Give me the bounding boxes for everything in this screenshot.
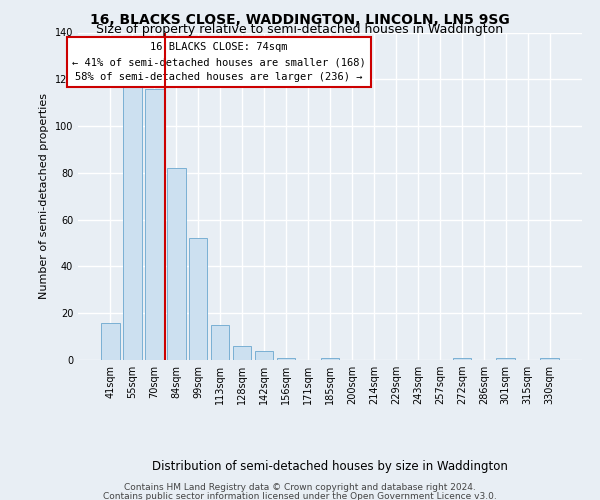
Bar: [452, 358, 471, 360]
Text: Contains HM Land Registry data © Crown copyright and database right 2024.: Contains HM Land Registry data © Crown c…: [124, 484, 476, 492]
Bar: [496, 358, 515, 360]
Bar: [145, 88, 164, 360]
Bar: [277, 358, 295, 360]
Bar: [123, 86, 142, 360]
X-axis label: Distribution of semi-detached houses by size in Waddington: Distribution of semi-detached houses by …: [152, 460, 508, 473]
Bar: [320, 358, 340, 360]
Text: 16 BLACKS CLOSE: 74sqm
← 41% of semi-detached houses are smaller (168)
58% of se: 16 BLACKS CLOSE: 74sqm ← 41% of semi-det…: [72, 42, 366, 82]
Bar: [167, 168, 185, 360]
Bar: [189, 238, 208, 360]
Bar: [211, 325, 229, 360]
Y-axis label: Number of semi-detached properties: Number of semi-detached properties: [39, 93, 49, 299]
Bar: [255, 350, 274, 360]
Text: Size of property relative to semi-detached houses in Waddington: Size of property relative to semi-detach…: [97, 22, 503, 36]
Bar: [101, 322, 119, 360]
Bar: [233, 346, 251, 360]
Bar: [541, 358, 559, 360]
Text: 16, BLACKS CLOSE, WADDINGTON, LINCOLN, LN5 9SG: 16, BLACKS CLOSE, WADDINGTON, LINCOLN, L…: [90, 12, 510, 26]
Text: Contains public sector information licensed under the Open Government Licence v3: Contains public sector information licen…: [103, 492, 497, 500]
